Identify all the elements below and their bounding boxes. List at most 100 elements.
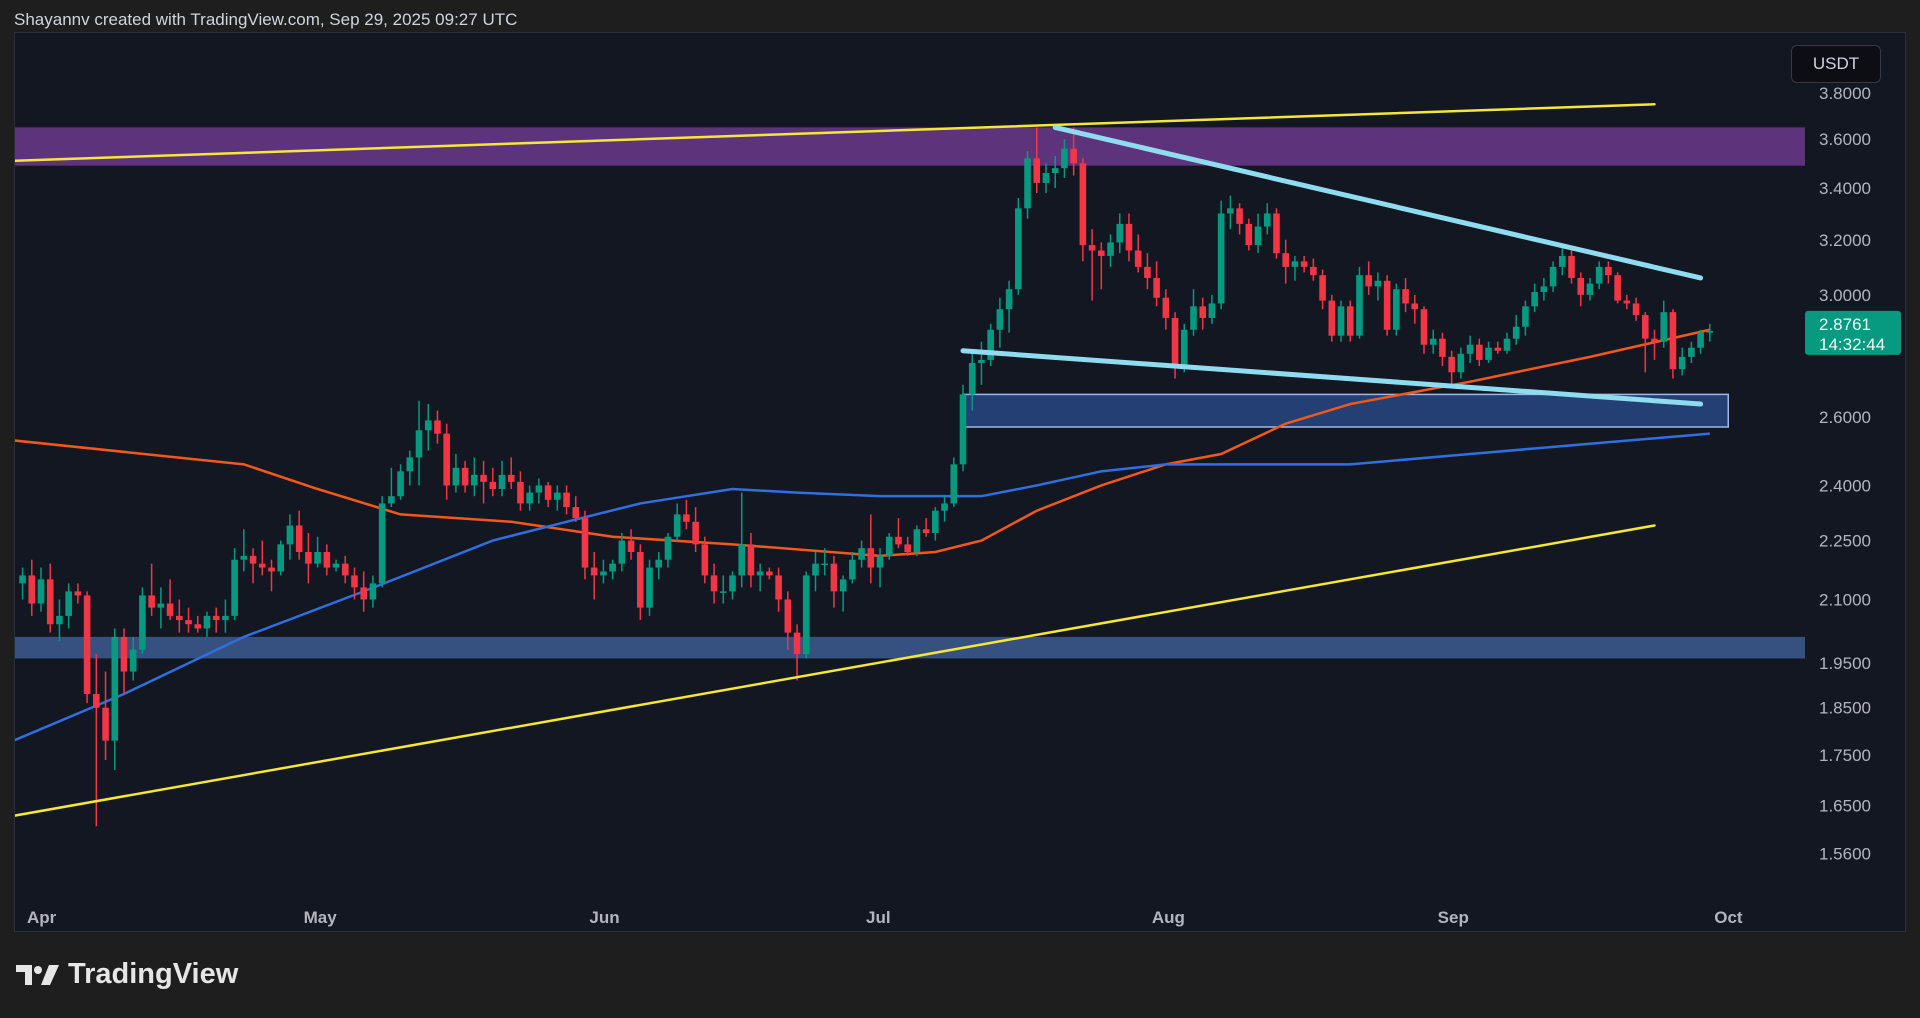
candle-body — [1107, 242, 1114, 256]
candle-body — [1494, 347, 1502, 351]
x-tick-label: May — [304, 908, 338, 927]
candle-body — [56, 615, 63, 625]
candle-body — [784, 599, 792, 633]
candle-body — [830, 563, 838, 592]
candle-body — [554, 492, 561, 500]
candle-body — [1383, 280, 1391, 330]
candle-body — [415, 430, 423, 458]
candle-body — [1162, 297, 1170, 318]
candle-body — [507, 474, 515, 482]
candle-body — [987, 329, 994, 360]
candle-body — [673, 514, 681, 537]
logo-text: TradingView — [68, 958, 239, 990]
candle-body — [1614, 275, 1621, 301]
candle-body — [609, 563, 616, 572]
candle-body — [1227, 208, 1234, 214]
candle-body — [1042, 173, 1050, 183]
currency-button[interactable]: USDT — [1791, 45, 1881, 83]
candle-body — [793, 632, 801, 655]
candle-body — [332, 563, 340, 568]
candle-body — [895, 536, 902, 545]
candle-body — [1402, 289, 1409, 304]
last-price-tag — [1805, 310, 1901, 355]
price-chart[interactable]: 3.8000 3.6000 3.4000 3.2000 3.0000 2.6000 2.40… — [15, 33, 1907, 933]
candle-body — [443, 433, 450, 486]
candle-body — [885, 536, 893, 556]
candle-body — [1033, 158, 1041, 183]
candle-body — [1144, 266, 1151, 278]
candle-body — [839, 579, 847, 592]
candle-body — [802, 575, 810, 655]
candle-body — [37, 579, 45, 604]
candle-body — [369, 583, 377, 600]
candle-body — [664, 536, 672, 560]
y-tick-label: 3.2000 — [1819, 231, 1871, 250]
candle-body — [166, 603, 174, 616]
candle-body — [1208, 303, 1216, 318]
candle-body — [867, 548, 875, 568]
candle-body — [1190, 306, 1197, 330]
candle-body — [1466, 344, 1474, 354]
candle-body — [424, 420, 432, 431]
trendline-channel-lower — [15, 524, 1656, 817]
candle-body — [305, 552, 312, 564]
chart-panel[interactable]: 3.8000 3.6000 3.4000 3.2000 3.0000 2.6000 2.40… — [14, 32, 1906, 932]
candle-body — [1623, 300, 1631, 304]
candle-body — [28, 575, 36, 604]
candle-body — [434, 420, 441, 434]
y-tick-label: 3.4000 — [1819, 179, 1871, 198]
candle-body — [1199, 306, 1207, 318]
candle-body — [1328, 300, 1336, 336]
candle-body — [1688, 347, 1695, 357]
candle-body — [692, 521, 699, 545]
candle-body — [1568, 255, 1575, 278]
candle-body — [406, 457, 414, 472]
candle-body — [129, 649, 137, 672]
candle-body — [461, 467, 469, 486]
candle-body — [729, 575, 736, 592]
candle-body — [471, 474, 478, 486]
candle-body — [388, 496, 395, 504]
candle-body — [766, 571, 773, 576]
candle-body — [1125, 223, 1133, 251]
candle-body — [1051, 168, 1059, 174]
x-tick-label: Apr — [27, 908, 57, 927]
candle-body — [932, 510, 939, 533]
candle-body — [176, 615, 183, 621]
candle-body — [710, 575, 718, 592]
x-tick-label: Oct — [1714, 908, 1743, 927]
candle-body — [517, 481, 524, 504]
candle-body — [775, 575, 782, 600]
supply-zone — [15, 127, 1805, 166]
candle-body — [19, 575, 26, 584]
y-tick-label: 3.0000 — [1819, 286, 1871, 305]
candle-body — [719, 591, 727, 593]
attribution-text: Shayannv created with TradingView.com, S… — [14, 10, 518, 29]
candle-body — [1337, 306, 1345, 336]
support-zone — [15, 636, 1805, 659]
candle-body — [378, 503, 386, 584]
candle-body — [231, 559, 238, 616]
y-tick-label: 2.2500 — [1819, 532, 1871, 551]
candle-body — [277, 544, 285, 572]
candle-body — [683, 514, 690, 522]
candle-body — [1448, 356, 1455, 373]
candle-body — [452, 467, 460, 486]
candle-body — [1365, 275, 1372, 287]
y-tick-label: 1.8500 — [1819, 699, 1871, 718]
candle-body — [111, 636, 119, 741]
candle-body — [1678, 356, 1686, 370]
candle-body — [1236, 208, 1243, 224]
candle-body — [1605, 266, 1612, 276]
candle-body — [120, 636, 128, 672]
candle-body — [913, 529, 921, 553]
x-tick-label: Jun — [589, 908, 619, 927]
tradingview-logo[interactable]: TradingView — [16, 958, 238, 991]
candle-body — [1411, 303, 1419, 310]
x-tick-label: Aug — [1152, 908, 1185, 927]
candle-body — [821, 563, 828, 566]
candle-body — [959, 394, 967, 465]
candle-body — [1310, 266, 1317, 276]
y-tick-label: 1.6500 — [1819, 796, 1871, 815]
candle-body — [1282, 253, 1289, 267]
